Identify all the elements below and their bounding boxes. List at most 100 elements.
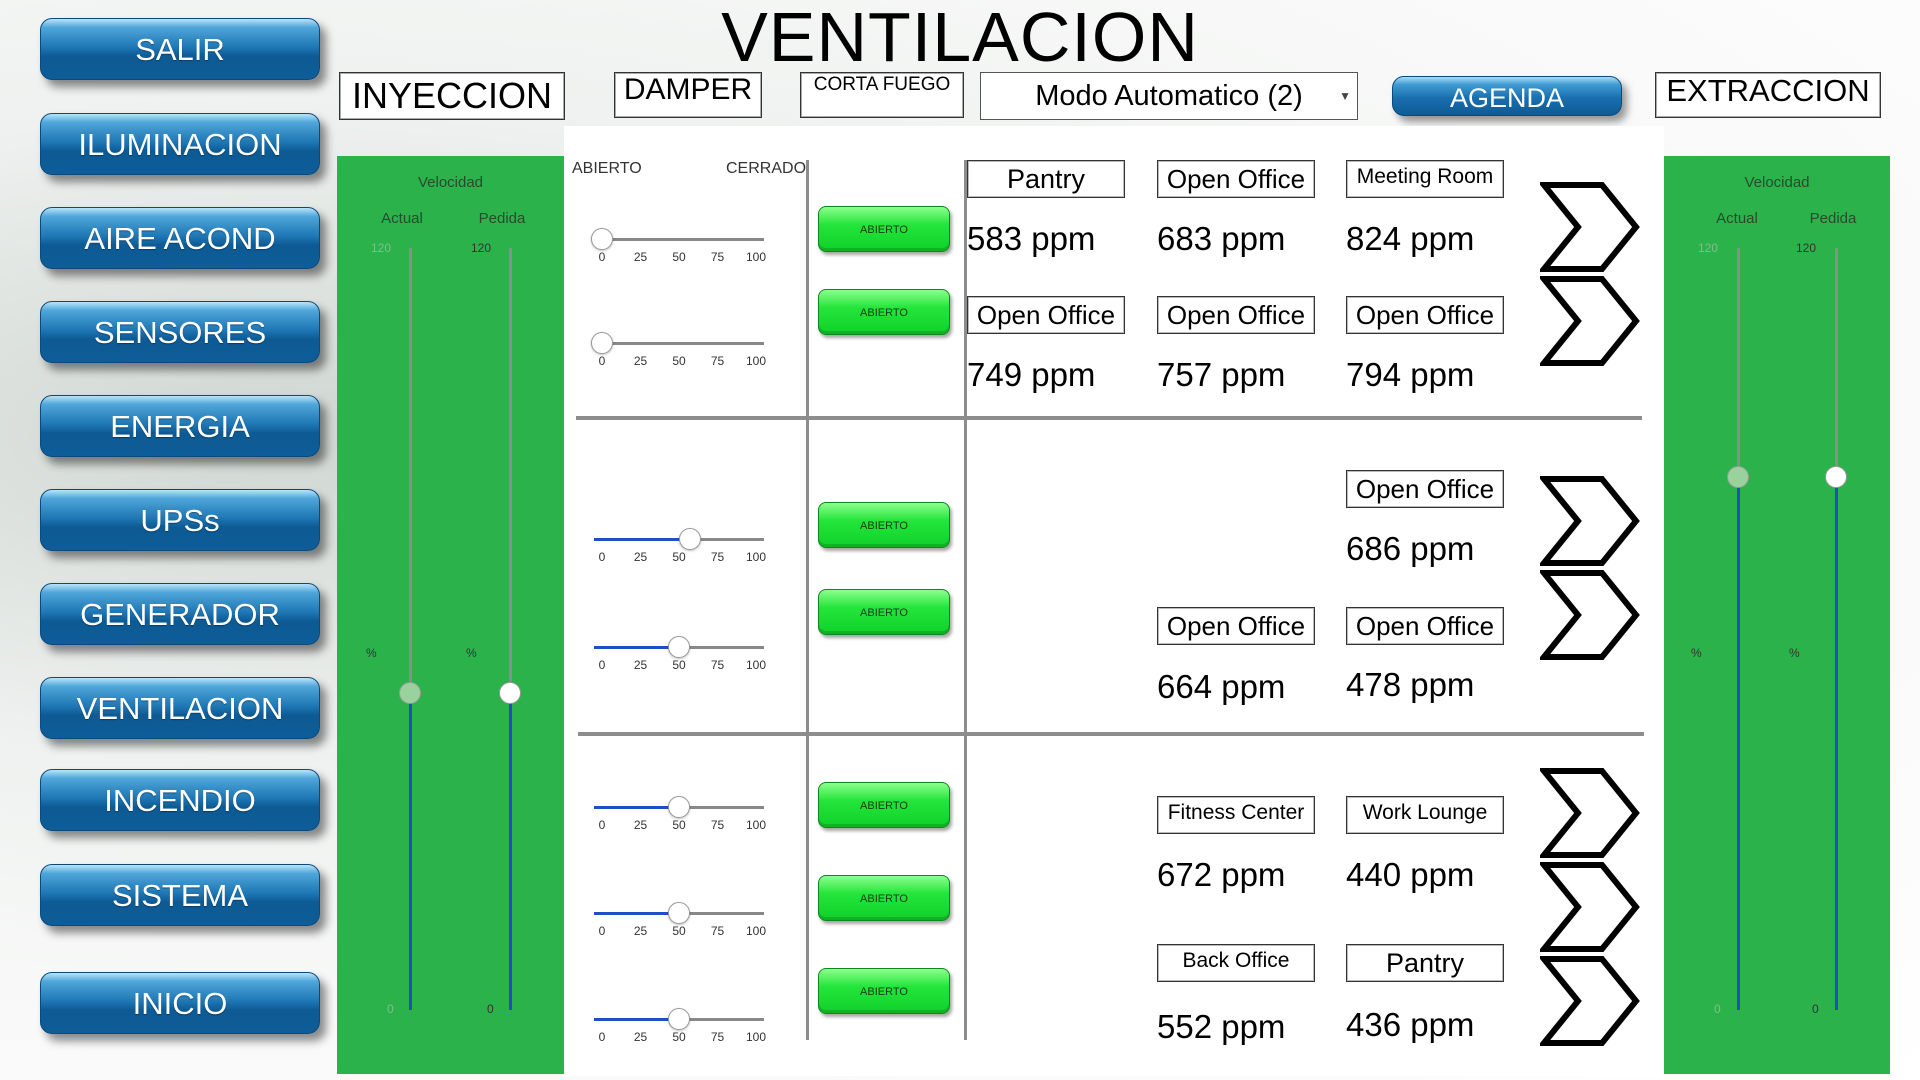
damper-slider[interactable]: 0 25 50 75 100 [594,898,766,938]
zone-divider-1 [576,416,1642,420]
damper-slider-thumb[interactable] [668,636,690,658]
slider-tick-label: 0 [598,818,606,832]
zones-panel: ABIERTO CERRADO 0 25 50 75 100 0 25 50 75 100 0 2… [564,126,1664,1076]
extraccion-pedida-slider-thumb[interactable] [1825,465,1847,488]
corta-fuego-button[interactable]: ABIERTO [818,502,950,548]
damper-slider-thumb[interactable] [591,228,613,250]
damper-slider[interactable]: 0 25 50 75 100 [594,792,767,832]
room-label: Work Lounge [1346,796,1504,834]
extraccion-actual-max-label: 120 [1698,241,1719,255]
slider-tick-label: 75 [710,550,725,564]
nav-incendio-button[interactable]: INCENDIO [40,769,320,831]
extraccion-pedida-unit: % [1789,646,1800,660]
damper-slider-track [594,342,764,345]
corta-fuego-button[interactable]: ABIERTO [818,875,950,921]
extraccion-actual-unit: % [1691,646,1702,660]
room-label: Open Office [1157,607,1315,645]
corta-fuego-button[interactable]: ABIERTO [818,968,950,1014]
nav-salir-button[interactable]: SALIR [40,18,320,80]
chevron-right-icon [1540,862,1640,952]
agenda-button[interactable]: AGENDA [1392,76,1622,116]
slider-tick-label: 100 [745,658,767,672]
slider-tick-label: 100 [745,550,767,564]
damper-slider-thumb[interactable] [678,528,701,550]
nav-iluminacion-button[interactable]: ILUMINACION [40,113,320,175]
corta-fuego-button[interactable]: ABIERTO [818,289,950,335]
slider-tick-label: 25 [633,818,648,832]
mode-select[interactable]: Modo Automatico (2) ▼ [980,72,1358,120]
damper-slider[interactable]: 0 25 50 75 100 [594,524,767,564]
damper-slider-ticks: 0 25 50 75 100 [594,354,766,368]
co2-reading: 683 ppm [1157,220,1286,257]
slider-tick-label: 25 [633,550,648,564]
damper-slider-thumb[interactable] [668,902,690,924]
damper-slider-thumb[interactable] [668,1008,690,1030]
room-label: Open Office [1346,470,1504,508]
extraccion-actual-fill [1737,476,1740,1010]
column-divider-damper [806,160,809,1040]
nav-energia-button[interactable]: ENERGIA [40,395,320,457]
slider-tick-label: 75 [710,818,725,832]
slider-tick-label: 50 [672,658,686,672]
inyeccion-pedida-fill [509,692,512,1010]
slider-tick-label: 50 [672,818,686,832]
extraccion-speed-panel: Velocidad Actual Pedida 120 0 % 120 0 % [1664,156,1890,1074]
co2-reading: 583 ppm [967,220,1096,257]
nav-inicio-button[interactable]: INICIO [40,972,320,1034]
nav-sensores-button[interactable]: SENSORES [40,301,320,363]
slider-tick-label: 100 [745,250,767,264]
corta-fuego-button[interactable]: ABIERTO [818,782,950,828]
damper-slider-thumb[interactable] [668,796,690,818]
slider-tick-label: 75 [710,1030,725,1044]
damper-slider[interactable]: 0 25 50 75 100 [591,224,767,264]
damper-cerrado-header: CERRADO [726,160,807,177]
inyeccion-actual-min-label: 0 [387,1002,394,1016]
slider-tick-label: 75 [710,250,725,264]
co2-reading: 436 ppm [1346,1006,1475,1043]
damper-slider-fill [594,646,679,649]
inyeccion-pedida-unit: % [466,646,477,660]
damper-slider[interactable]: 0 25 50 75 100 [594,632,767,672]
damper-slider-ticks: 0 25 50 75 100 [594,550,767,564]
co2-reading: 664 ppm [1157,668,1286,705]
inyeccion-label: INYECCION [339,72,565,120]
inyeccion-actual-unit: % [366,646,377,660]
slider-tick-label: 100 [745,818,767,832]
room-label: Meeting Room [1346,160,1504,198]
chevron-right-icon [1540,276,1640,366]
damper-slider[interactable]: 0 25 50 75 100 [594,1004,766,1044]
chevron-right-icon [1540,476,1640,566]
damper-slider-track [594,238,764,241]
extraccion-actual-label: Actual [1716,210,1758,227]
corta-fuego-button[interactable]: ABIERTO [818,206,950,252]
inyeccion-speed-panel: Velocidad Actual Pedida 120 0 % 120 0 % [337,156,564,1074]
inyeccion-actual-max-label: 120 [371,241,392,255]
co2-reading: 440 ppm [1346,856,1475,893]
co2-reading: 757 ppm [1157,356,1286,393]
chevron-down-icon: ▼ [1339,89,1351,103]
inyeccion-actual-label: Actual [381,210,423,227]
damper-slider-ticks: 0 25 50 75 100 [594,1030,766,1044]
inyeccion-actual-track [409,248,412,1010]
damper-slider-fill [594,806,679,809]
room-label: Open Office [1157,160,1315,198]
damper-slider[interactable]: 0 25 50 75 100 [591,328,766,368]
room-label: Fitness Center [1157,796,1315,834]
corta-fuego-button[interactable]: ABIERTO [818,589,950,635]
slider-tick-label: 75 [710,354,725,368]
slider-tick-label: 0 [598,658,606,672]
extraccion-pedida-min-label: 0 [1812,1002,1819,1016]
inyeccion-pedida-slider-thumb[interactable] [499,681,521,704]
room-label: Back Office [1157,944,1315,982]
room-label: Open Office [1346,296,1504,334]
nav-generador-button[interactable]: GENERADOR [40,583,320,645]
extraccion-pedida-fill [1835,476,1838,1010]
nav-upss-button[interactable]: UPSs [40,489,320,551]
nav-aire-acond-button[interactable]: AIRE ACOND [40,207,320,269]
slider-tick-label: 0 [598,1030,606,1044]
damper-slider-thumb[interactable] [591,332,613,354]
nav-ventilacion-button[interactable]: VENTILACION [40,677,320,739]
nav-sistema-button[interactable]: SISTEMA [40,864,320,926]
slider-tick-label: 75 [710,924,725,938]
inyeccion-actual-thumb [399,681,421,704]
